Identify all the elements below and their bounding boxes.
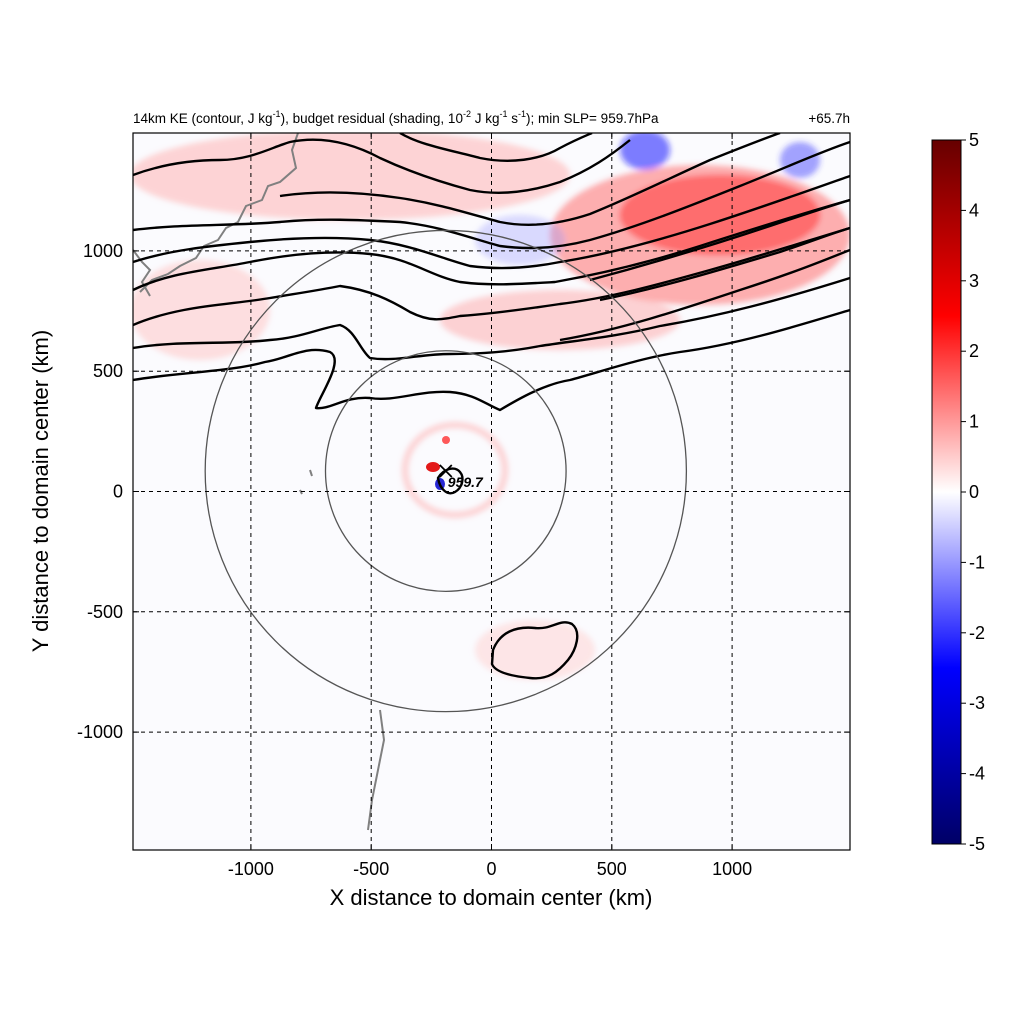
y-tick-label-1: -500 xyxy=(87,602,123,622)
y-tick-label-2: 0 xyxy=(113,482,123,502)
contour-5 xyxy=(133,174,850,270)
x-tick-label-3: 500 xyxy=(597,859,627,879)
y-axis: -1000 -500 0 500 1000 xyxy=(77,241,850,742)
contour-4 xyxy=(133,198,850,292)
range-rings xyxy=(204,229,688,713)
colorbar-tick-label-3: -2 xyxy=(969,623,985,643)
range-ring-0 xyxy=(324,350,567,593)
colorbar-tick-label-9: 4 xyxy=(969,200,979,220)
contour-12 xyxy=(599,226,850,302)
x-tick-label-2: 0 xyxy=(486,859,496,879)
y-tick-label-0: -1000 xyxy=(77,722,123,742)
range-ring-1 xyxy=(204,229,688,713)
contour-6 xyxy=(133,140,850,250)
colorbar-tick-label-6: 1 xyxy=(969,412,979,432)
colorbar: -5 -4 -3 -2 -1 0 1 2 3 4 5 xyxy=(931,130,985,854)
storm-center-marker: 959.7 xyxy=(439,464,484,490)
chart-time-label: +65.7h xyxy=(808,111,850,126)
colorbar-tick-label-5: 0 xyxy=(969,482,979,502)
y-tick-label-4: 1000 xyxy=(83,241,123,261)
contour-2 xyxy=(133,276,850,361)
storm-center-x-icon xyxy=(439,464,453,478)
ke-contours xyxy=(133,133,850,680)
plot-area xyxy=(133,133,850,850)
chart-title: 14km KE (contour, J kg-1), budget residu… xyxy=(133,109,659,126)
colorbar-tick-label-4: -1 xyxy=(969,552,985,572)
coastline-korea xyxy=(133,249,152,297)
colorbar-tick-label-8: 3 xyxy=(969,271,979,291)
y-axis-title: Y distance to domain center (km) xyxy=(28,330,53,652)
contour-storm-closed xyxy=(436,467,464,495)
contour-7 xyxy=(279,133,781,227)
x-tick-label-4: 1000 xyxy=(712,859,752,879)
contour-9 xyxy=(399,133,593,162)
colorbar-tick-label-2: -3 xyxy=(969,693,985,713)
storm-min-slp-label: 959.7 xyxy=(448,474,484,490)
x-tick-label-0: -1000 xyxy=(228,859,274,879)
contour-10 xyxy=(559,248,850,342)
shade-north-positive xyxy=(133,133,570,220)
colorbar-gradient xyxy=(931,139,962,845)
contour-8 xyxy=(133,138,631,195)
contour-11 xyxy=(589,198,850,282)
shade-northwest-positive xyxy=(133,260,270,360)
colorbar-ticks: -5 -4 -3 -2 -1 0 1 2 3 4 5 xyxy=(961,130,985,854)
colorbar-tick-label-0: -5 xyxy=(969,834,985,854)
shade-core-red-2 xyxy=(442,436,450,444)
contour-south-closed xyxy=(490,621,579,680)
y-tick-label-3: 500 xyxy=(93,361,123,381)
shade-core-red xyxy=(426,462,440,472)
shade-storm-ring xyxy=(402,422,508,518)
contour-1 xyxy=(133,308,850,412)
colorbar-tick-label-7: 2 xyxy=(969,341,979,361)
colorbar-tick-label-10: 5 xyxy=(969,130,979,150)
x-tick-label-1: -500 xyxy=(353,859,389,879)
x-axis-title: X distance to domain center (km) xyxy=(330,885,653,910)
colorbar-tick-label-1: -4 xyxy=(969,764,985,784)
shade-north-negative xyxy=(475,215,565,265)
shade-topright-negative-2 xyxy=(780,142,820,178)
x-axis: -1000 -500 0 500 1000 xyxy=(228,133,752,879)
shade-topright-negative xyxy=(620,133,670,170)
contour-3 xyxy=(133,226,850,327)
